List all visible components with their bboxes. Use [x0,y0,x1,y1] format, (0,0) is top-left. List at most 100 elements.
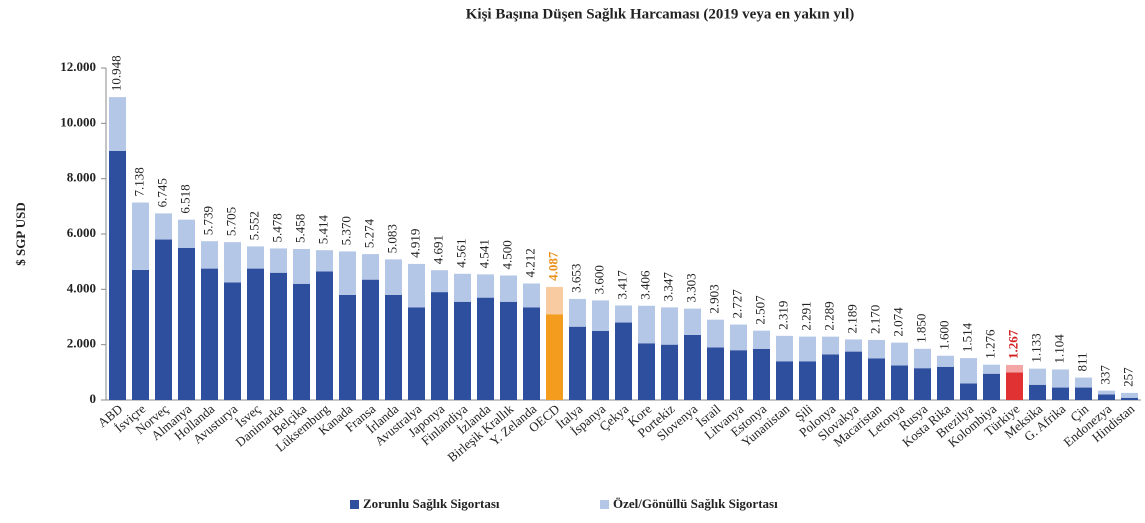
bar-segment [661,344,678,400]
bar-segment [316,271,333,400]
total-label: 4.087 [545,251,560,281]
bar-segment [960,358,977,384]
total-label: 4.919 [407,229,422,258]
bar-segment [316,250,333,272]
total-label: 4.691 [430,235,445,264]
total-label: 2.074 [890,307,905,337]
bar-segment [845,339,862,352]
total-label: 5.274 [361,218,376,248]
total-label: 1.133 [1028,333,1043,362]
bar-segment [707,347,724,400]
total-label: 2.291 [798,301,813,330]
bar-segment [109,97,126,151]
total-label: 1.104 [1051,334,1066,364]
y-tick-label: 0 [90,391,97,406]
bar-segment [155,213,172,240]
bar-segment [431,292,448,400]
bar-segment [362,279,379,400]
bar-segment [362,254,379,280]
total-label: 2.170 [867,305,882,334]
total-label: 5.370 [338,216,353,245]
bar-segment [799,361,816,400]
bar-segment [868,339,885,359]
bar-segment [270,248,287,273]
bar-segment [1075,387,1092,400]
legend-label: Özel/Gönüllü Sağlık Sigortası [613,496,778,511]
bar-segment [1029,368,1046,385]
total-label: 2.189 [844,304,859,333]
bar-segment [1075,377,1092,388]
bar-segment [753,330,770,349]
bar-segment [868,358,885,400]
bar-segment [1006,372,1023,400]
bar-segment [615,305,632,323]
total-label: 6.745 [154,178,169,207]
bar-segment [546,286,563,315]
bar-segment [339,294,356,400]
bar-segment [1052,387,1069,400]
total-label: 1.514 [959,322,974,352]
total-label: 337 [1097,365,1112,385]
bar-segment [109,151,126,400]
y-tick-label: 6.000 [67,225,96,240]
total-label: 2.903 [706,284,721,313]
bar-segment [891,342,908,366]
total-label: 10.948 [108,55,123,91]
bar-segment [477,297,494,400]
bar-segment [408,263,425,308]
bar-segment [201,241,218,269]
legend-label: Zorunlu Sağlık Sigortası [363,496,500,511]
bar-segment [845,351,862,400]
total-label: 7.138 [131,167,146,196]
bar-segment [293,283,310,400]
total-label: 1.600 [936,320,951,349]
bar-segment [454,273,471,302]
bar-segment [224,282,241,400]
bar-segment [753,348,770,400]
total-label: 3.653 [568,264,583,293]
total-label: 2.507 [752,295,767,325]
y-tick-label: 10.000 [60,114,96,129]
total-label: 2.727 [729,289,744,319]
bar-segment [178,219,195,248]
bar-segment [293,248,310,284]
bar-segment [615,322,632,400]
bar-segment [592,330,609,400]
y-tick-label: 4.000 [67,280,96,295]
total-label: 6.518 [177,184,192,213]
bar-segment [477,274,494,298]
bar-segment [1121,392,1138,398]
bar-segment [914,368,931,400]
bar-segment [1098,394,1115,400]
total-label: 5.414 [315,214,330,244]
bar-segment [1098,390,1115,395]
bar-segment [661,307,678,345]
bar-segment [247,246,264,269]
total-label: 4.541 [476,239,491,268]
bar-segment [270,272,287,400]
bar-segment [799,336,816,362]
bar-segment [822,336,839,355]
total-label: 4.212 [522,248,537,277]
bar-segment [569,326,586,400]
legend-swatch [600,500,609,509]
bar-segment [960,383,977,400]
total-label: 3.347 [660,272,675,302]
total-label: 1.267 [1005,329,1020,359]
bar-segment [684,334,701,400]
bar-segment [776,361,793,400]
bar-segment [983,373,1000,400]
bar-segment [707,319,724,348]
total-label: 1.850 [913,314,928,343]
bar-segment [638,305,655,344]
bar-segment [132,269,149,400]
bar-segment [1029,384,1046,400]
total-label: 3.600 [591,265,606,294]
y-axis-label: $ SGP USD [13,202,28,266]
legend-swatch [350,500,359,509]
total-label: 1.276 [982,329,997,359]
total-label: 3.406 [637,270,652,300]
bar-segment [247,268,264,400]
total-label: 2.289 [821,301,836,330]
